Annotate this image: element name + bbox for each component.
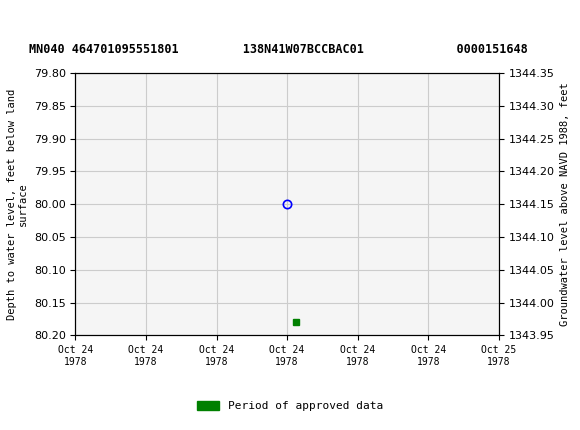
Legend: Period of approved data: Period of approved data: [193, 397, 387, 416]
Text: MN040 464701095551801         138N41W07BCCBAC01             0000151648: MN040 464701095551801 138N41W07BCCBAC01 …: [29, 43, 528, 56]
Y-axis label: Depth to water level, feet below land
surface: Depth to water level, feet below land su…: [6, 89, 28, 320]
Text: ≡USGS: ≡USGS: [3, 11, 79, 30]
Y-axis label: Groundwater level above NAVD 1988, feet: Groundwater level above NAVD 1988, feet: [560, 83, 570, 326]
